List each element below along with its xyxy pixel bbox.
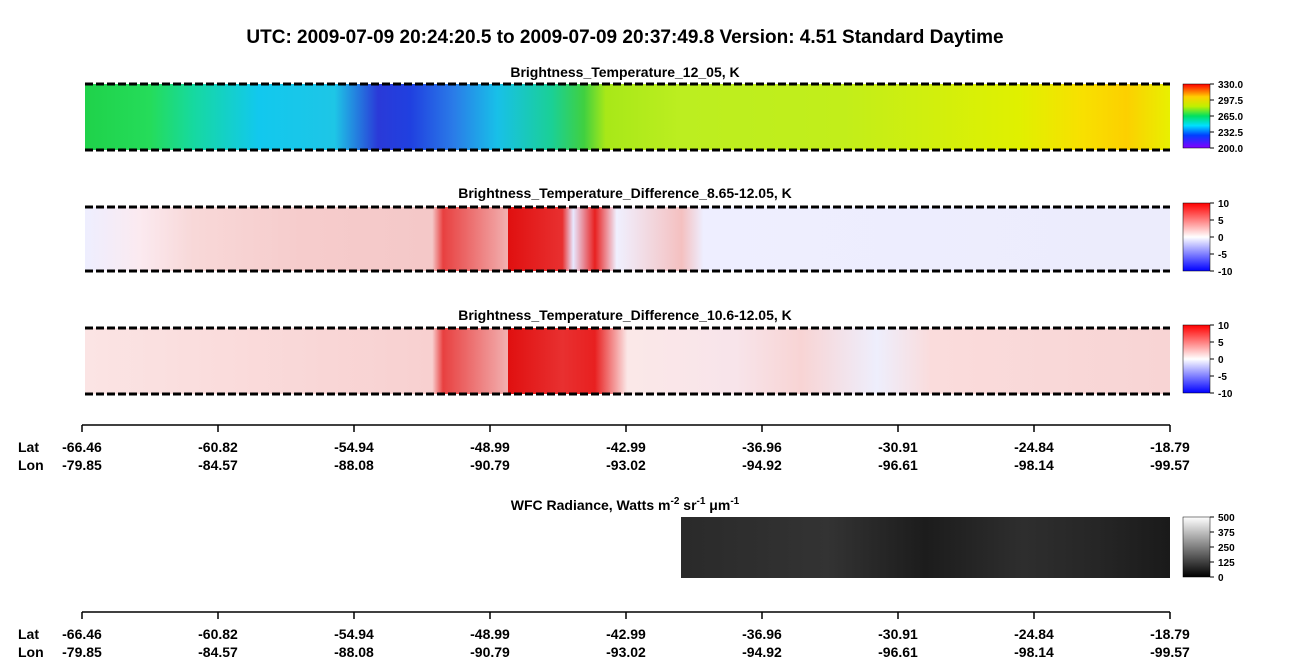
colorbar-tick-label: 0 <box>1218 573 1224 584</box>
colorbar-tick-label: -5 <box>1218 372 1227 383</box>
lat-tick-label: -18.79 <box>1150 626 1190 642</box>
lon-label: Lon <box>18 644 44 660</box>
lon-tick-label: -79.85 <box>62 644 102 660</box>
colorbar <box>1182 202 1211 272</box>
title-part: μm <box>705 497 730 513</box>
lon-tick-label: -79.85 <box>62 457 102 473</box>
colorbar-tick-label: 297.5 <box>1218 96 1243 107</box>
panel-title: Brightness_Temperature_12_05, K <box>510 64 739 80</box>
colorbar-tick-label: 330.0 <box>1218 80 1243 91</box>
colorbar-tick-label: 0 <box>1218 233 1224 244</box>
image-borders <box>85 82 1170 396</box>
lon-tick-label: -90.79 <box>470 644 510 660</box>
lon-tick-label: -98.14 <box>1014 644 1054 660</box>
lon-tick-label: -98.14 <box>1014 457 1054 473</box>
lat-tick-label: -54.94 <box>334 626 374 642</box>
colorbar-tick-label: 375 <box>1218 528 1235 539</box>
lat-tick-label: -66.46 <box>62 626 102 642</box>
panel-title: WFC Radiance, Watts m-2 sr-1 μm-1 <box>511 496 740 513</box>
colorbar-tick-label: 232.5 <box>1218 128 1243 139</box>
lat-tick-label: -60.82 <box>198 439 238 455</box>
lat-tick-label: -30.91 <box>878 439 918 455</box>
heatmap <box>681 517 1170 578</box>
colorbar <box>1182 83 1211 149</box>
lat-tick-label: -30.91 <box>878 626 918 642</box>
lon-tick-label: -94.92 <box>742 644 782 660</box>
lon-tick-label: -99.57 <box>1150 644 1190 660</box>
heatmap <box>85 207 1170 271</box>
colorbar-tick-label: 200.0 <box>1218 144 1243 155</box>
lon-tick-label: -88.08 <box>334 457 374 473</box>
colorbar-tick-label: 5 <box>1218 338 1224 349</box>
colorbar-tick-label: 10 <box>1218 199 1230 210</box>
lat-tick-label: -36.96 <box>742 626 782 642</box>
colorbar-tick-label: 125 <box>1218 558 1235 569</box>
lon-tick-label: -96.61 <box>878 644 918 660</box>
lat-label: Lat <box>18 439 39 455</box>
colorbar-tick-label: 0 <box>1218 355 1224 366</box>
panel-title: Brightness_Temperature_Difference_10.6-1… <box>458 307 792 323</box>
lon-tick-label: -94.92 <box>742 457 782 473</box>
colorbar-tick-label: -10 <box>1218 267 1233 278</box>
lat-tick-label: -36.96 <box>742 439 782 455</box>
colorbar-tick-label: -10 <box>1218 389 1233 400</box>
lon-tick-label: -96.61 <box>878 457 918 473</box>
title-part: sr <box>679 497 697 513</box>
lat-tick-label: -66.46 <box>62 439 102 455</box>
colorbar <box>1182 324 1211 394</box>
lon-tick-label: -93.02 <box>606 644 646 660</box>
lat-label: Lat <box>18 626 39 642</box>
lon-label: Lon <box>18 457 44 473</box>
lat-tick-label: -24.84 <box>1014 439 1054 455</box>
colorbar-tick-label: 265.0 <box>1218 112 1243 123</box>
lat-tick-label: -48.99 <box>470 626 510 642</box>
lon-tick-label: -99.57 <box>1150 457 1190 473</box>
heatmap <box>85 84 1170 150</box>
lon-tick-label: -90.79 <box>470 457 510 473</box>
page-title: UTC: 2009-07-09 20:24:20.5 to 2009-07-09… <box>246 27 1003 48</box>
panel-title: Brightness_Temperature_Difference_8.65-1… <box>458 185 792 201</box>
lon-tick-label: -84.57 <box>198 457 238 473</box>
heatmap <box>85 328 1170 394</box>
lat-tick-label: -42.99 <box>606 439 646 455</box>
colorbar-tick-label: -5 <box>1218 250 1227 261</box>
lat-tick-label: -42.99 <box>606 626 646 642</box>
lon-tick-label: -88.08 <box>334 644 374 660</box>
title-part: WFC Radiance, Watts m <box>511 497 671 513</box>
colorbar-tick-label: 10 <box>1218 321 1230 332</box>
lon-tick-label: -84.57 <box>198 644 238 660</box>
lat-tick-label: -60.82 <box>198 626 238 642</box>
colorbar-tick-label: 250 <box>1218 543 1235 554</box>
title-part: -2 <box>670 496 679 507</box>
title-part: -1 <box>697 496 706 507</box>
lat-tick-label: -48.99 <box>470 439 510 455</box>
colorbar <box>1182 516 1211 578</box>
lon-tick-label: -93.02 <box>606 457 646 473</box>
lat-tick-label: -18.79 <box>1150 439 1190 455</box>
colorbar-tick-label: 500 <box>1218 513 1235 524</box>
colorbar-tick-label: 5 <box>1218 216 1224 227</box>
title-part: -1 <box>730 496 739 507</box>
lat-tick-label: -24.84 <box>1014 626 1054 642</box>
lat-tick-label: -54.94 <box>334 439 374 455</box>
